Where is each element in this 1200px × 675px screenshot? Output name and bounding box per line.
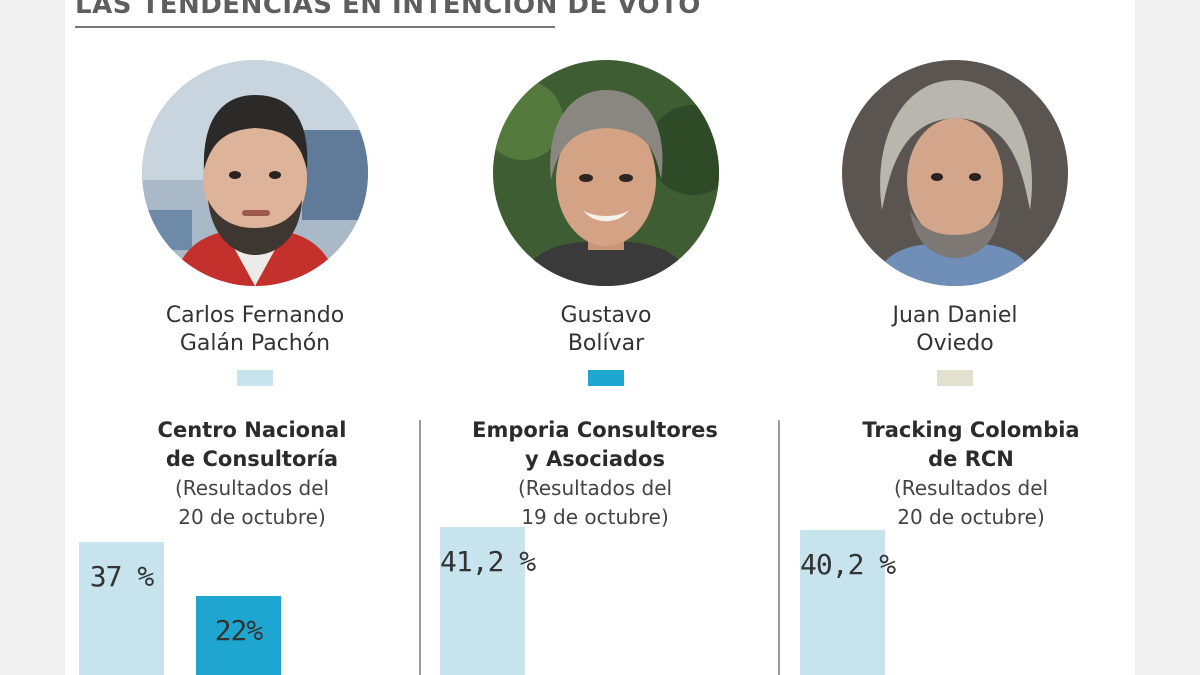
candidate-photo-galan-image bbox=[142, 60, 368, 286]
pollster-cnc-name-line2: de Consultoría bbox=[165, 447, 339, 471]
candidate-oviedo: Juan Daniel Oviedo bbox=[805, 60, 1105, 386]
bar-value-label: 40,2 % bbox=[800, 548, 896, 582]
candidate-name-oviedo-line1: Juan Daniel bbox=[892, 303, 1018, 328]
bar-value-label: 41,2 % bbox=[440, 544, 536, 578]
pollster-emporia-date-line2: 19 de octubre) bbox=[521, 505, 669, 529]
pollster-rcn-date-line2: 20 de octubre) bbox=[897, 505, 1045, 529]
candidate-name-bolivar: Gustavo Bolívar bbox=[456, 302, 756, 358]
pollster-emporia-name-line1: Emporia Consultores bbox=[472, 418, 718, 442]
pollster-emporia-date: (Resultados del 19 de octubre) bbox=[430, 474, 760, 532]
pollster-rcn-name-line2: de RCN bbox=[928, 447, 1014, 471]
candidate-photo-galan bbox=[142, 60, 368, 286]
candidate-photo-oviedo-image bbox=[842, 60, 1068, 286]
pollster-cnc-name-line1: Centro Nacional bbox=[157, 418, 347, 442]
pollster-cnc-name: Centro Nacional de Consultoría bbox=[87, 416, 417, 474]
pollster-cnc: Centro Nacional de Consultoría (Resultad… bbox=[87, 416, 417, 532]
pollster-rcn: Tracking Colombia de RCN (Resultados del… bbox=[806, 416, 1135, 532]
candidate-photo-bolivar bbox=[493, 60, 719, 286]
legend-swatch-bolivar bbox=[588, 370, 624, 386]
legend-swatch-galan bbox=[237, 370, 273, 386]
pollster-emporia: Emporia Consultores y Asociados (Resulta… bbox=[430, 416, 760, 532]
candidate-photo-bolivar-image bbox=[493, 60, 719, 286]
pollster-emporia-date-line1: (Resultados del bbox=[517, 476, 673, 500]
bar-emporia-series-1: 41,2 % bbox=[440, 526, 536, 675]
bar-rcn-series-1: 40,2 % bbox=[800, 530, 896, 675]
infographic-heading: LAS TENDENCIAS EN INTENCIÓN DE VOTO bbox=[75, 0, 701, 20]
candidate-photo-oviedo bbox=[842, 60, 1068, 286]
bar-value-label: 22% bbox=[214, 613, 264, 647]
candidate-name-oviedo-line2: Oviedo bbox=[916, 331, 994, 356]
candidate-name-bolivar-line1: Gustavo bbox=[560, 303, 652, 328]
bar-cnc-series-2: 22% bbox=[196, 595, 281, 675]
pollster-emporia-name: Emporia Consultores y Asociados bbox=[430, 416, 760, 474]
candidate-name-galan: Carlos Fernando Galán Pachón bbox=[105, 302, 405, 358]
legend-swatch-oviedo bbox=[937, 370, 973, 386]
infographic-card: LAS TENDENCIAS EN INTENCIÓN DE VOTO Ca bbox=[65, 0, 1135, 675]
pollster-emporia-name-line2: y Asociados bbox=[525, 447, 665, 471]
pollster-cnc-date: (Resultados del 20 de octubre) bbox=[87, 474, 417, 532]
heading-underline bbox=[75, 26, 555, 28]
pollster-rcn-name: Tracking Colombia de RCN bbox=[806, 416, 1135, 474]
pollster-cnc-date-line1: (Resultados del bbox=[174, 476, 330, 500]
pollster-cnc-date-line2: 20 de octubre) bbox=[178, 505, 326, 529]
pollster-rcn-date: (Resultados del 20 de octubre) bbox=[806, 474, 1135, 532]
pollster-rcn-date-line1: (Resultados del bbox=[893, 476, 1049, 500]
bar-cnc-series-1: 37 % bbox=[79, 541, 164, 675]
pollster-rcn-name-line1: Tracking Colombia bbox=[862, 418, 1080, 442]
column-divider-1 bbox=[419, 420, 421, 675]
candidate-name-bolivar-line2: Bolívar bbox=[567, 331, 645, 356]
candidate-galan: Carlos Fernando Galán Pachón bbox=[105, 60, 405, 386]
column-divider-2 bbox=[778, 420, 780, 675]
candidate-name-oviedo: Juan Daniel Oviedo bbox=[805, 302, 1105, 358]
candidate-name-galan-line1: Carlos Fernando bbox=[165, 303, 345, 328]
candidate-name-galan-line2: Galán Pachón bbox=[179, 331, 331, 356]
bar-value-label: 37 % bbox=[89, 559, 154, 593]
candidate-bolivar: Gustavo Bolívar bbox=[456, 60, 756, 386]
